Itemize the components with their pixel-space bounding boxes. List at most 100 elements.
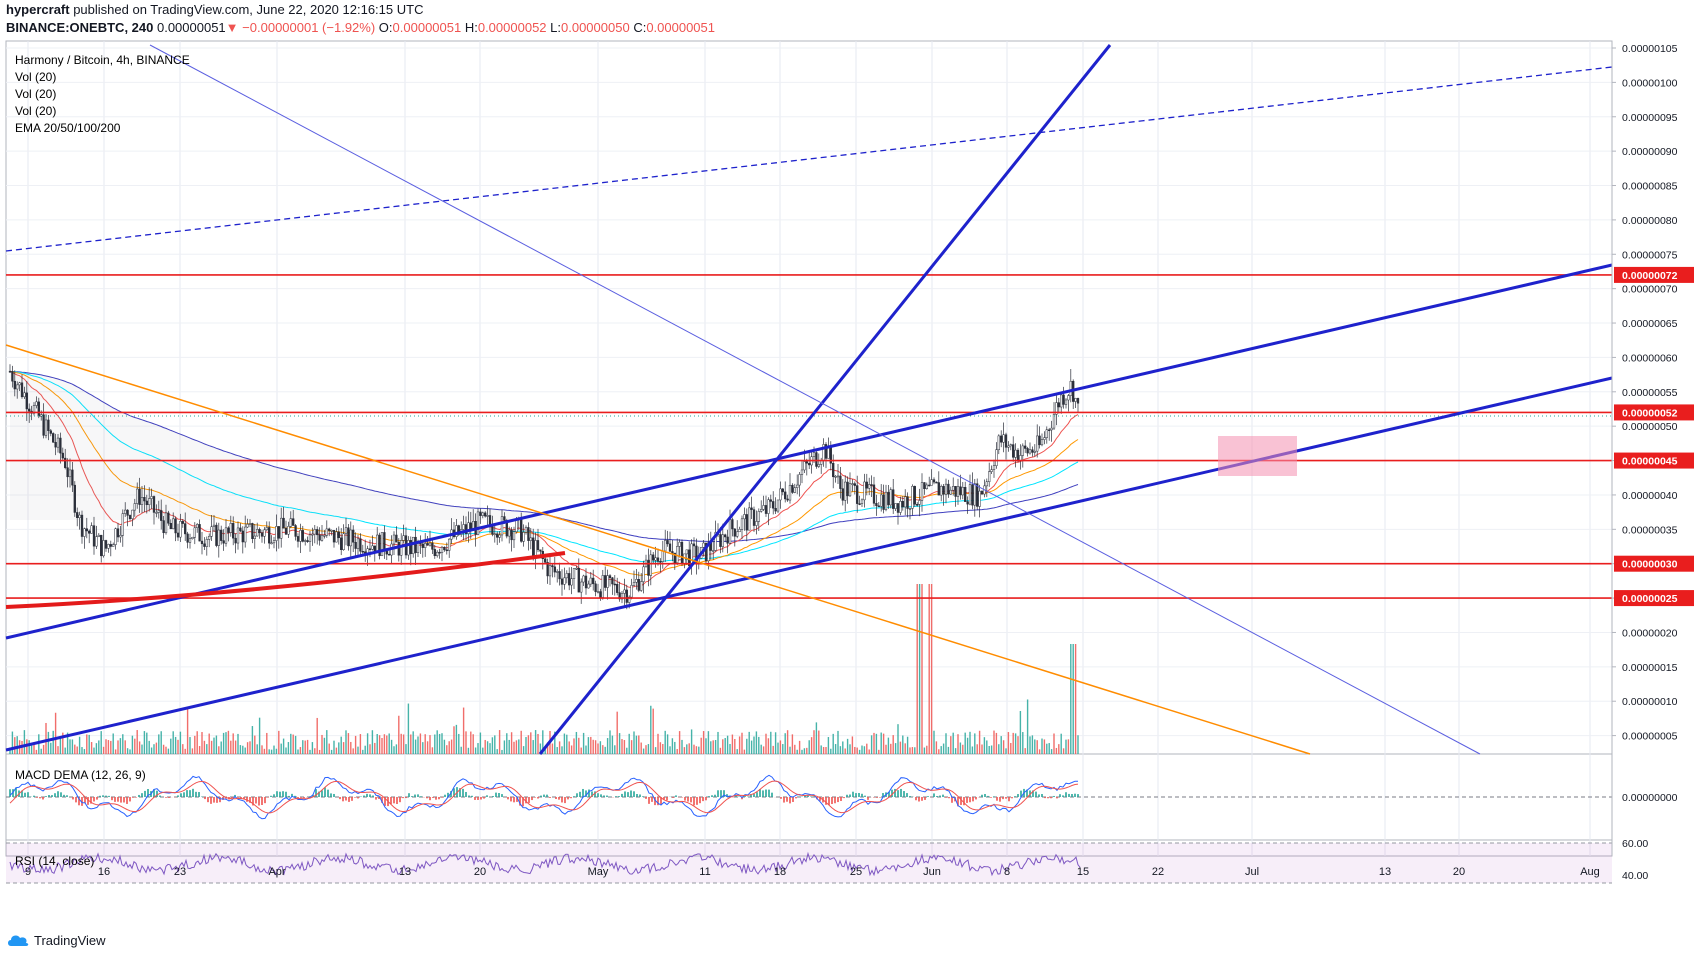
candle xyxy=(479,508,482,524)
candle-body xyxy=(584,575,588,589)
candle-body xyxy=(990,469,993,472)
candle-body xyxy=(640,581,643,591)
macd-histogram-bar xyxy=(75,797,77,803)
candle xyxy=(400,533,403,565)
candle-body xyxy=(143,497,146,502)
volume-bar xyxy=(664,730,666,754)
macd-histogram-bar xyxy=(144,790,146,797)
macd-histogram-bar xyxy=(324,787,326,797)
macd-histogram-bar xyxy=(414,794,416,797)
candle-body xyxy=(92,525,96,547)
volume-bar xyxy=(342,742,345,754)
candle-body xyxy=(949,489,952,495)
candle-body xyxy=(1076,398,1080,404)
candle-body xyxy=(126,509,129,516)
volume-bar xyxy=(753,736,755,754)
candle-body xyxy=(733,528,736,537)
macd-histogram-bar xyxy=(846,794,848,797)
macd-histogram-bar xyxy=(654,797,656,806)
volume-bar xyxy=(909,747,911,754)
candle-body xyxy=(443,546,446,551)
candle-body xyxy=(332,530,336,543)
candle xyxy=(1007,441,1010,452)
candle-body xyxy=(102,540,105,557)
macd-histogram-bar xyxy=(60,792,62,797)
volume-bar xyxy=(83,749,86,754)
volume-bar xyxy=(669,746,671,754)
candle-body xyxy=(692,543,696,547)
candle-body xyxy=(625,589,628,603)
candle-body xyxy=(904,496,907,508)
candle xyxy=(328,527,331,537)
candle xyxy=(11,365,14,388)
volume-bar xyxy=(105,739,107,754)
close-label: C: xyxy=(633,20,647,35)
macd-histogram-bar xyxy=(411,796,413,797)
macd-histogram-bar xyxy=(807,795,809,797)
candle-body xyxy=(964,487,967,502)
volume-bar xyxy=(282,738,285,754)
volume-bar xyxy=(510,732,513,754)
candle xyxy=(851,479,854,492)
candle-body xyxy=(424,543,427,548)
low-value: 0.00000050 xyxy=(561,20,630,35)
macd-histogram-bar xyxy=(519,797,521,806)
candle xyxy=(781,488,784,496)
candle-body xyxy=(743,514,746,520)
candle xyxy=(541,547,544,570)
volume-bar xyxy=(98,740,100,754)
volume-bar xyxy=(220,741,222,754)
macd-histogram-bar xyxy=(192,788,194,797)
candle-body xyxy=(846,481,849,497)
candle xyxy=(685,549,688,565)
chart-grid xyxy=(5,40,1613,857)
candle xyxy=(224,519,228,547)
candle-body xyxy=(220,529,223,541)
macd-histogram-bar xyxy=(477,797,479,800)
candle xyxy=(1000,430,1003,448)
macd-histogram-bar xyxy=(603,795,605,797)
candle xyxy=(1040,433,1044,447)
candle xyxy=(935,481,938,484)
macd-histogram-bar xyxy=(381,797,383,803)
author-name[interactable]: hypercraft xyxy=(6,2,70,17)
price-chart[interactable]: 0.000001050.000001000.000000950.00000090… xyxy=(0,0,1699,920)
candlesticks xyxy=(8,364,1080,610)
candle-body xyxy=(736,531,739,537)
macd-histogram-bar xyxy=(99,795,101,797)
macd-histogram-bar xyxy=(900,788,902,797)
candle-body xyxy=(757,511,760,522)
candle-body xyxy=(613,583,616,586)
candle-body xyxy=(779,488,782,501)
candle xyxy=(853,481,856,495)
volume-bar xyxy=(230,740,232,754)
candle-body xyxy=(330,530,333,532)
candle xyxy=(421,540,424,558)
candle xyxy=(673,552,676,570)
candle-body xyxy=(592,577,595,585)
candle-body xyxy=(1048,429,1051,431)
y-tick-label: 0.00000005 xyxy=(1622,731,1678,743)
volume-bar xyxy=(254,735,256,754)
volume-bar xyxy=(1026,699,1029,754)
volume-bar xyxy=(690,729,693,754)
candle-body xyxy=(1002,434,1005,443)
candle xyxy=(649,550,652,586)
candle-body xyxy=(1004,434,1008,448)
volume-bar xyxy=(472,734,474,754)
candle xyxy=(940,484,943,502)
x-tick-label: 15 xyxy=(1077,866,1089,878)
candle-body xyxy=(793,487,796,493)
candle xyxy=(76,507,79,527)
candle-body xyxy=(359,538,362,552)
volume-bar xyxy=(695,746,698,754)
tradingview-logo[interactable]: TradingView xyxy=(6,932,106,948)
macd-histogram-bar xyxy=(615,796,617,797)
volume-bar xyxy=(621,739,623,754)
candle-body xyxy=(868,484,871,489)
macd-histogram-bar xyxy=(717,790,719,797)
macd-histogram-bar xyxy=(720,790,722,797)
brand-name: TradingView xyxy=(34,932,106,948)
candle xyxy=(330,529,333,536)
candle-body xyxy=(1014,449,1017,458)
